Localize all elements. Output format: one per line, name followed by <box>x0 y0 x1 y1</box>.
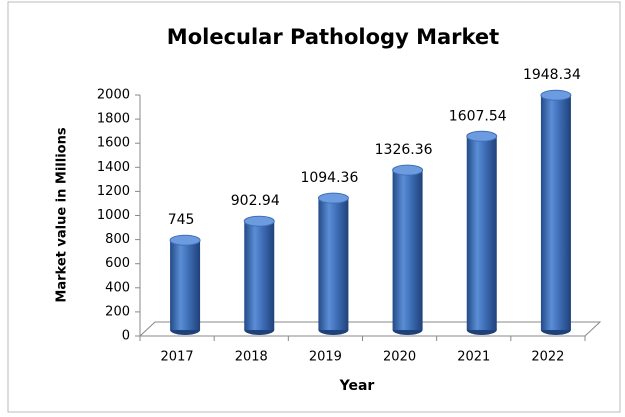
data-label: 745 <box>168 212 195 228</box>
y-tick-label: 1400 <box>97 160 130 175</box>
bar-top <box>466 130 498 142</box>
bar <box>392 170 423 330</box>
bar-top <box>392 164 424 176</box>
chart-title: Molecular Pathology Market <box>167 25 499 49</box>
floor <box>138 321 602 337</box>
y-tick-label: 1800 <box>97 112 130 127</box>
x-tick-label: 2018 <box>235 350 268 365</box>
y-tick-label: 400 <box>105 280 130 295</box>
data-label: 1326.36 <box>375 142 433 158</box>
bar <box>170 240 201 330</box>
y-tick-label: 0 <box>122 329 130 344</box>
bar <box>244 221 275 330</box>
y-tick-label: 200 <box>105 304 130 319</box>
data-label: 902.94 <box>231 193 280 209</box>
x-tick-label: 2020 <box>383 350 416 365</box>
y-tick-label: 1600 <box>97 136 130 151</box>
data-label: 1607.54 <box>449 108 507 124</box>
x-tick-label: 2017 <box>161 350 194 365</box>
chart-frame <box>7 1 621 413</box>
data-label: 1094.36 <box>300 170 358 186</box>
bar <box>318 198 349 330</box>
bar-top <box>243 215 275 227</box>
bar-top <box>317 192 349 204</box>
bar <box>540 95 571 330</box>
bar-top <box>540 89 572 101</box>
x-tick-label: 2021 <box>457 350 490 365</box>
y-tick-label: 800 <box>105 232 130 247</box>
y-tick-label: 2000 <box>97 88 130 103</box>
bar-top <box>169 234 201 246</box>
x-tick-label: 2022 <box>531 350 564 365</box>
data-label: 1948.34 <box>523 67 581 83</box>
y-tick-label: 1000 <box>97 208 130 223</box>
y-axis-title: Market value in Millions <box>55 127 70 302</box>
y-tick-label: 1200 <box>97 184 130 199</box>
x-axis-title: Year <box>339 378 375 394</box>
bar <box>466 136 497 330</box>
x-tick-label: 2019 <box>309 350 342 365</box>
y-tick-label: 600 <box>105 256 130 271</box>
